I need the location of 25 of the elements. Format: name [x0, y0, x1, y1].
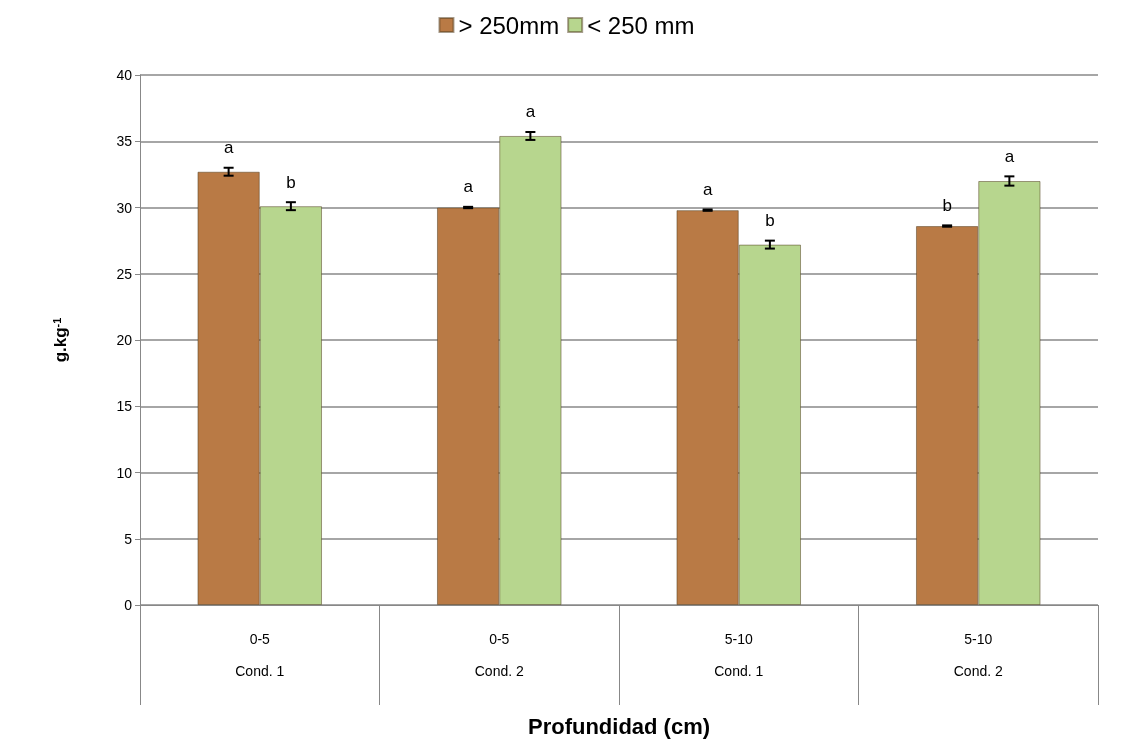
annotation: b — [765, 211, 775, 231]
x-tick-label: 0-5 Cond. 2 — [474, 631, 524, 679]
y-tick-label: 20 — [116, 332, 133, 348]
annotation: a — [223, 138, 234, 158]
x-tick-label: 5-10 Cond. 1 — [714, 631, 764, 679]
y-tick-label: 40 — [116, 67, 133, 83]
annotation: b — [286, 172, 296, 192]
annotation: a — [1004, 146, 1015, 166]
legend-label: < 250 mm — [587, 11, 695, 39]
x-tick-label: 0-5 Cond. 1 — [235, 631, 285, 679]
annotation: a — [463, 177, 474, 197]
y-tick-label: 0 — [124, 597, 133, 613]
y-axis-title: g.kg-1 — [50, 317, 70, 363]
y-tick-label: 5 — [124, 530, 133, 547]
annotation: a — [525, 102, 536, 122]
y-tick-label: 30 — [116, 199, 133, 216]
y-tick-label: 15 — [116, 398, 133, 415]
y-tick-label: 10 — [116, 464, 133, 481]
y-tick-label: 35 — [116, 133, 133, 150]
annotation: a — [702, 179, 713, 199]
legend-label: > 250mm — [458, 11, 560, 39]
x-axis-title: Profundidad (cm) — [527, 713, 711, 739]
x-tick-label: 5-10 Cond. 2 — [953, 631, 1003, 679]
annotation: b — [942, 195, 952, 215]
y-tick-label: 25 — [116, 265, 133, 282]
